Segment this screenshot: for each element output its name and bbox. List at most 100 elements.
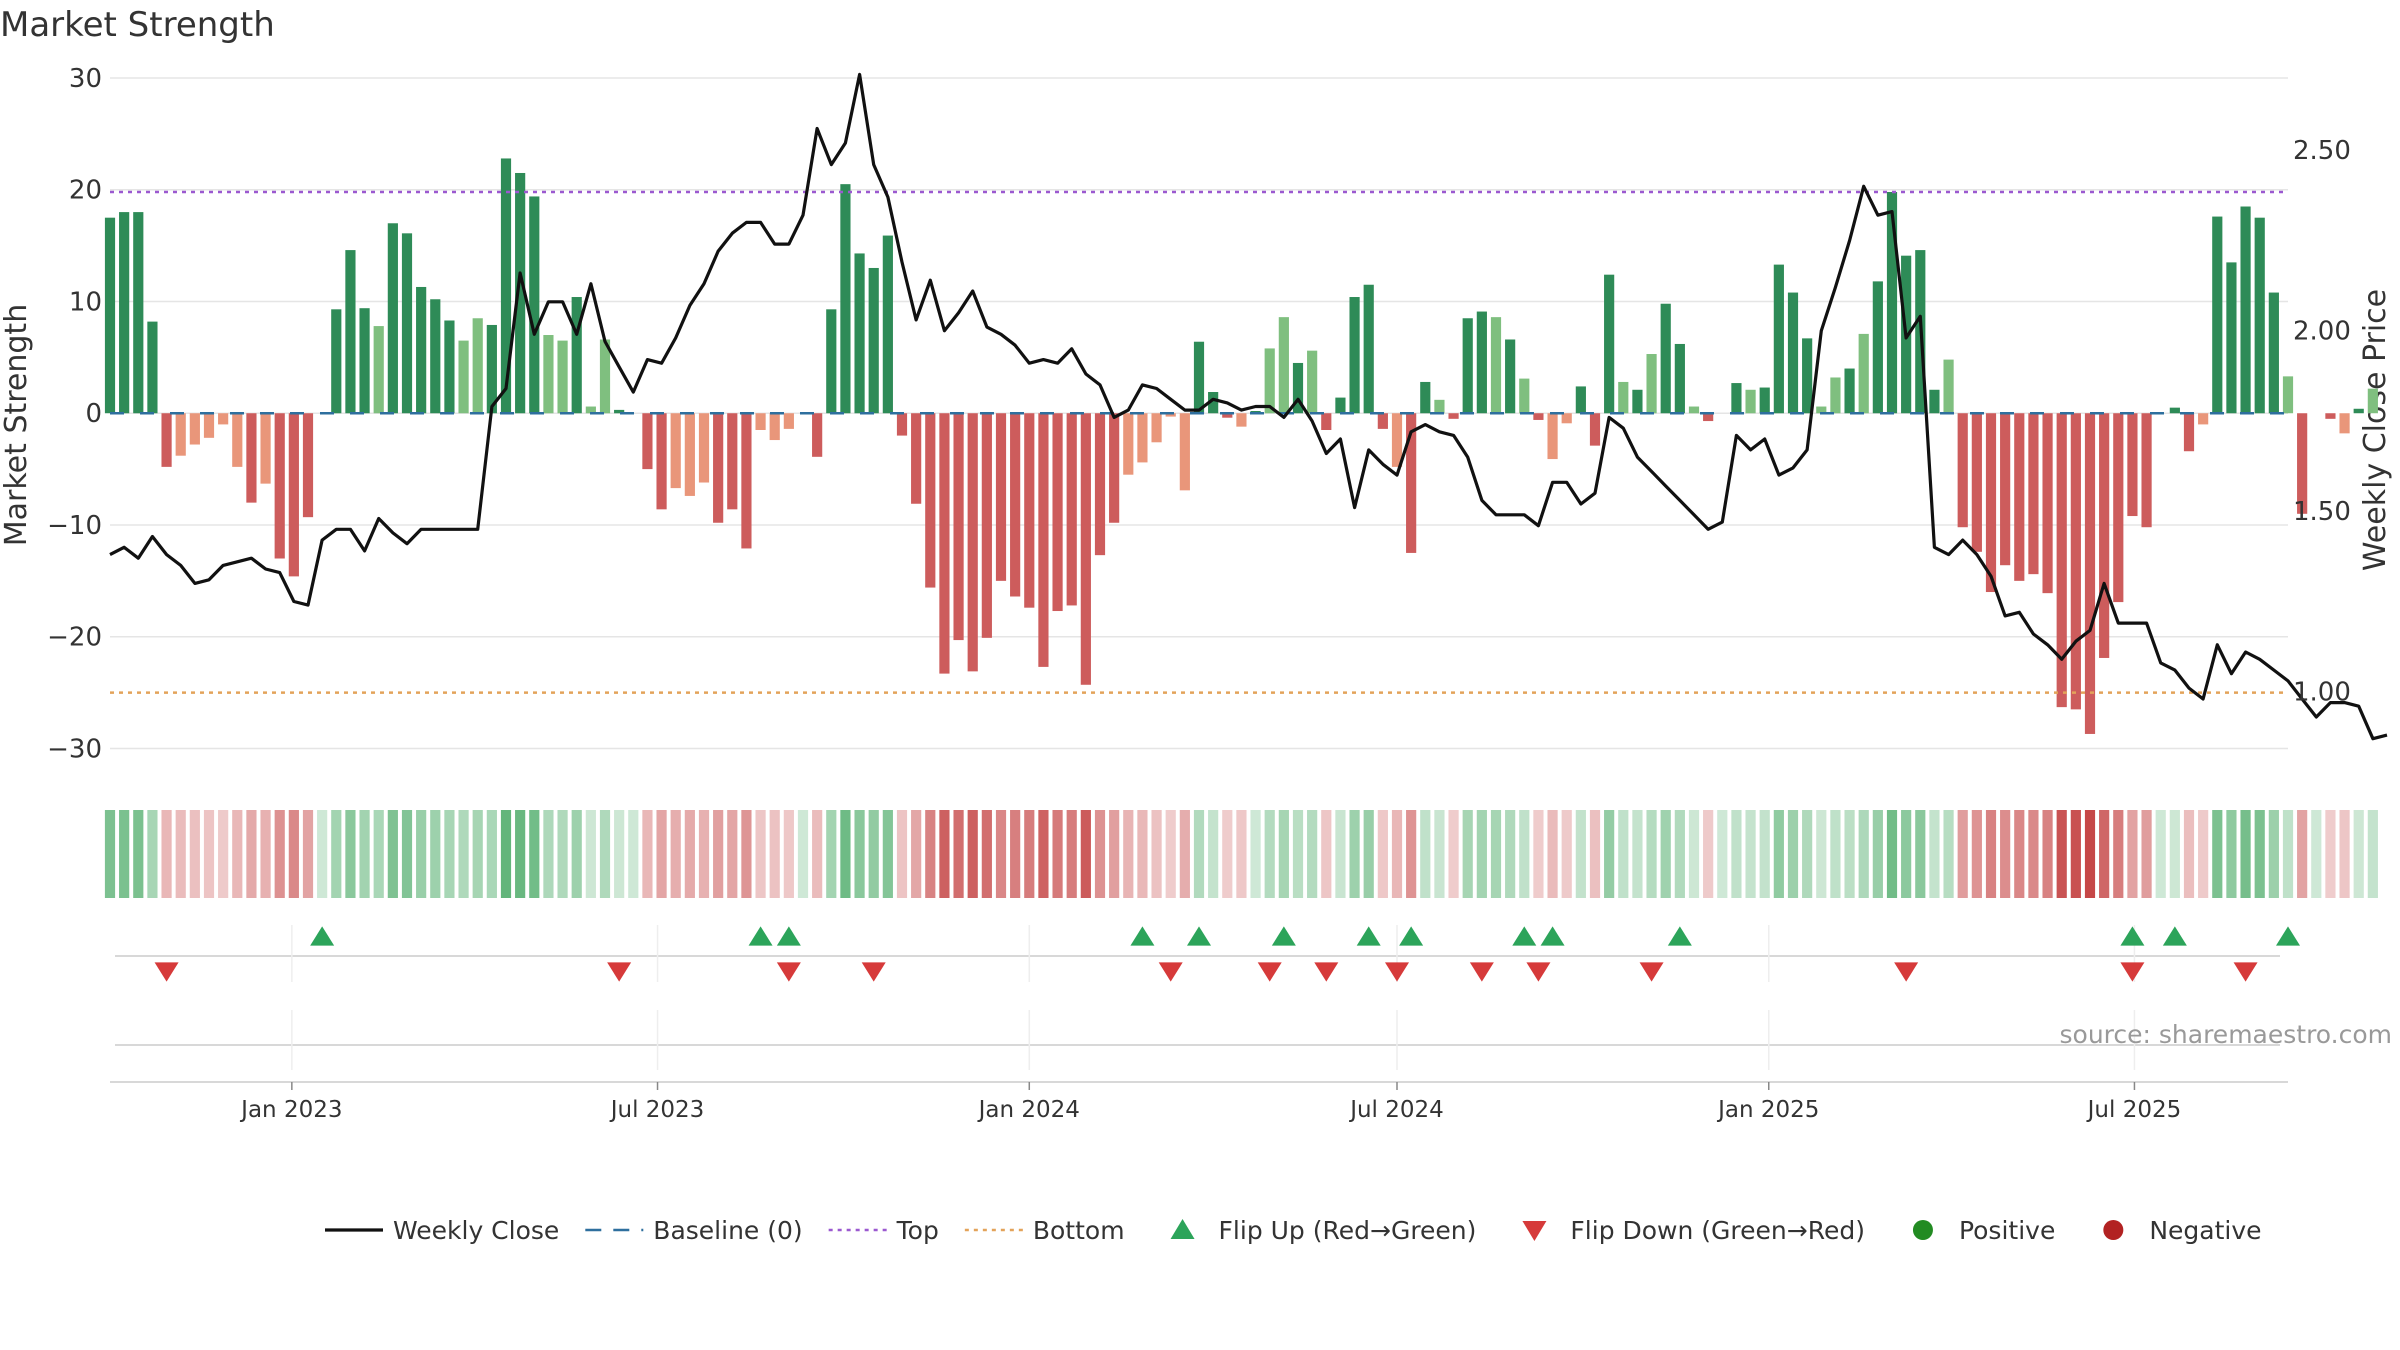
strength-bar bbox=[1038, 413, 1049, 667]
strength-bar bbox=[2226, 262, 2237, 414]
heat-cell bbox=[2268, 810, 2279, 898]
heat-cell bbox=[1646, 810, 1657, 898]
strength-bar bbox=[260, 413, 271, 484]
strength-bar bbox=[1179, 413, 1190, 491]
strength-bar bbox=[981, 413, 992, 638]
flip-down-marker bbox=[776, 962, 801, 982]
heat-cell bbox=[515, 810, 526, 898]
heat-cell bbox=[2099, 810, 2110, 898]
y-left-tick: −30 bbox=[47, 734, 102, 764]
heat-cell bbox=[1292, 810, 1304, 898]
strength-bar bbox=[854, 253, 865, 414]
strength-bar bbox=[713, 413, 724, 523]
y-tick-labels: 30 20 10 0 −10 −20 −30 2.50 2.00 1.50 1.00 bbox=[47, 64, 2351, 764]
strength-bar bbox=[1985, 413, 1997, 593]
strength-bar bbox=[1604, 274, 1615, 414]
strength-bar bbox=[939, 413, 950, 674]
heat-cell bbox=[189, 810, 200, 898]
heat-cell bbox=[1094, 810, 1106, 898]
heat-cell bbox=[1193, 810, 1205, 898]
heat-cell bbox=[939, 810, 950, 898]
x-tick-label: Jan 2025 bbox=[1716, 1097, 1819, 1123]
strength-bar bbox=[1589, 413, 1601, 446]
heat-cell bbox=[1490, 810, 1502, 898]
heat-cell bbox=[1080, 810, 1091, 898]
strength-bar bbox=[2042, 413, 2053, 594]
strength-bar bbox=[1731, 383, 1742, 414]
heat-cell bbox=[2070, 810, 2081, 898]
strength-bar bbox=[2084, 413, 2096, 734]
strength-bar bbox=[1943, 359, 1954, 414]
strength-bar bbox=[246, 413, 257, 503]
heat-cell bbox=[1618, 810, 1629, 898]
strength-bar bbox=[656, 413, 667, 510]
legend-label: Baseline (0) bbox=[653, 1216, 802, 1245]
x-tick-label: Jan 2023 bbox=[239, 1097, 342, 1123]
flip-down-marker bbox=[1385, 962, 1409, 982]
strength-bar bbox=[1476, 311, 1487, 414]
heat-cell bbox=[1377, 810, 1388, 898]
strength-bar bbox=[2339, 413, 2350, 434]
flip-down-marker bbox=[1314, 962, 1339, 982]
heat-cell bbox=[416, 810, 427, 898]
heat-cell bbox=[1533, 810, 1544, 898]
x-tick-label: Jan 2024 bbox=[977, 1097, 1080, 1123]
heat-cell bbox=[246, 810, 257, 898]
heat-cell bbox=[1052, 810, 1063, 898]
heat-cell bbox=[2028, 810, 2039, 898]
heat-cell bbox=[1717, 810, 1728, 898]
heat-cell bbox=[599, 810, 611, 898]
legend-swatch-circle bbox=[1912, 1220, 1933, 1240]
strength-bar bbox=[1858, 333, 1869, 414]
heat-cell bbox=[331, 810, 342, 898]
strength-bar bbox=[1971, 413, 1982, 552]
strength-bar bbox=[2028, 413, 2039, 575]
heat-cell bbox=[2042, 810, 2053, 898]
heat-cell bbox=[1872, 810, 1883, 898]
heat-cell bbox=[2226, 810, 2237, 898]
strength-bar bbox=[1618, 381, 1629, 414]
y-left-tick: 30 bbox=[69, 64, 102, 94]
y-right-tick: 1.00 bbox=[2293, 678, 2351, 708]
strength-bar bbox=[133, 212, 144, 414]
strength-bar bbox=[1787, 292, 1799, 414]
flip-up-marker bbox=[1271, 926, 1296, 946]
strength-bar bbox=[1519, 378, 1530, 414]
heat-cell bbox=[1787, 810, 1799, 898]
y-left-tick: 10 bbox=[69, 287, 102, 317]
flip-up-marker bbox=[1356, 926, 1381, 946]
heat-cell bbox=[1957, 810, 1968, 898]
heat-cell bbox=[1391, 810, 1403, 898]
legend-swatch-triangle-up bbox=[1170, 1219, 1195, 1239]
strength-bar bbox=[1646, 354, 1657, 414]
threshold-lines bbox=[110, 190, 2288, 694]
legend-label: Bottom bbox=[1033, 1216, 1125, 1245]
strength-bar bbox=[727, 413, 738, 510]
heat-cell bbox=[1363, 810, 1374, 898]
heat-cell bbox=[1236, 810, 1247, 898]
strength-bar bbox=[1010, 413, 1021, 597]
strength-bar bbox=[783, 413, 794, 429]
strength-bar bbox=[1024, 413, 1035, 608]
flip-down-marker bbox=[1526, 962, 1551, 982]
heat-cell bbox=[161, 810, 172, 898]
strength-bar bbox=[599, 339, 611, 414]
heat-cell bbox=[1858, 810, 1869, 898]
strength-bar bbox=[1321, 413, 1332, 430]
legend-label: Flip Down (Green→Red) bbox=[1570, 1216, 1865, 1245]
strength-bar bbox=[1802, 338, 1813, 414]
strength-bar bbox=[2282, 376, 2294, 414]
strength-bar bbox=[2367, 388, 2378, 414]
strength-bar bbox=[642, 413, 653, 470]
strength-bar bbox=[232, 413, 243, 467]
strength-bar bbox=[2198, 413, 2209, 425]
strength-bar bbox=[2169, 407, 2180, 414]
heat-cell bbox=[995, 810, 1007, 898]
strength-bar bbox=[119, 212, 130, 414]
strength-bar bbox=[585, 406, 596, 414]
heat-cell bbox=[911, 810, 922, 898]
strength-bar bbox=[486, 324, 497, 414]
x-tick-label: Jul 2023 bbox=[609, 1097, 705, 1123]
strength-bar bbox=[1349, 297, 1360, 414]
